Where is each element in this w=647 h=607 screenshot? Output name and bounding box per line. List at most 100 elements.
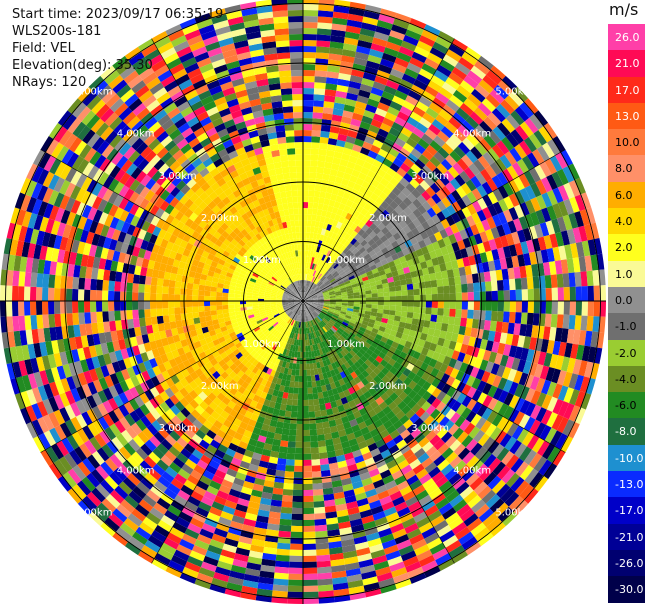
velocity-gate (427, 80, 442, 93)
velocity-gate (350, 238, 358, 246)
velocity-gate (365, 307, 372, 312)
velocity-gate (500, 99, 515, 115)
velocity-gate (186, 282, 194, 290)
velocity-gate (198, 290, 205, 296)
velocity-gate (513, 176, 525, 191)
velocity-gate (298, 381, 303, 388)
velocity-gate (292, 489, 303, 496)
velocity-gate (496, 140, 510, 155)
velocity-gate (508, 193, 520, 208)
velocity-gate (414, 158, 426, 170)
velocity-gate (570, 242, 579, 259)
velocity-gate (514, 190, 525, 205)
velocity-gate (332, 17, 348, 26)
velocity-gate (575, 301, 582, 316)
velocity-gate (228, 297, 235, 301)
velocity-gate (383, 47, 399, 58)
velocity-gate (431, 307, 438, 316)
velocity-gate (482, 329, 490, 341)
velocity-gate (90, 301, 97, 313)
velocity-gate (303, 411, 310, 418)
velocity-gate (325, 211, 332, 219)
velocity-gate (599, 285, 606, 301)
velocity-gate (326, 273, 332, 279)
velocity-gate (419, 307, 426, 314)
velocity-gate (515, 289, 522, 301)
velocity-gate (289, 561, 303, 568)
velocity-gate (432, 167, 444, 179)
velocity-gate (470, 327, 478, 338)
velocity-gate (180, 307, 187, 314)
velocity-gate (376, 19, 393, 30)
velocity-gate (459, 170, 471, 183)
velocity-gate (305, 299, 312, 301)
velocity-gate (424, 57, 440, 70)
velocity-gate (312, 251, 317, 258)
velocity-gate (412, 106, 426, 118)
velocity-gate (457, 141, 471, 155)
velocity-gate (381, 317, 389, 324)
velocity-gate (424, 280, 432, 289)
velocity-gate (447, 166, 460, 179)
velocity-gate (477, 319, 485, 330)
velocity-gate (483, 134, 497, 149)
velocity-gate (303, 70, 316, 77)
velocity-gate (307, 250, 311, 257)
velocity-gate (546, 247, 555, 263)
velocity-gate (501, 322, 509, 334)
velocity-gate (144, 284, 151, 293)
velocity-gate (369, 222, 378, 231)
velocity-gate (293, 381, 299, 388)
velocity-gate (535, 194, 547, 210)
velocity-gate (570, 343, 579, 360)
velocity-gate (329, 278, 336, 284)
velocity-gate (351, 169, 361, 178)
velocity-gate (313, 257, 317, 264)
velocity-gate (345, 269, 353, 276)
velocity-gate (572, 359, 582, 375)
velocity-gate (348, 80, 362, 90)
velocity-gate (273, 578, 289, 586)
velocity-gate (303, 573, 318, 580)
velocity-gate (437, 147, 450, 159)
velocity-gate (441, 82, 457, 95)
velocity-gate (48, 314, 56, 328)
velocity-gate (451, 201, 462, 213)
velocity-gate (339, 66, 353, 76)
velocity-gate (533, 129, 548, 146)
velocity-gate (398, 201, 408, 211)
velocity-gate (322, 306, 330, 310)
velocity-gate (382, 158, 393, 168)
velocity-gate (407, 306, 414, 313)
velocity-gate (347, 130, 358, 139)
velocity-gate (393, 315, 401, 322)
velocity-gate (557, 301, 564, 315)
velocity-gate (383, 287, 390, 293)
velocity-gate (305, 296, 312, 300)
velocity-gate (449, 94, 464, 108)
velocity-gate (385, 79, 400, 90)
velocity-gate (319, 191, 327, 199)
velocity-gate (303, 453, 312, 460)
velocity-gate (120, 301, 127, 311)
velocity-gate (309, 232, 314, 239)
velocity-gate (360, 207, 369, 217)
velocity-gate (174, 280, 182, 289)
velocity-gate (481, 181, 493, 195)
velocity-gate (487, 204, 498, 217)
velocity-gate (305, 294, 310, 299)
velocity-gate (303, 64, 316, 71)
velocity-gate (54, 274, 62, 289)
velocity-gate (524, 199, 536, 214)
velocity-gate (440, 218, 451, 229)
velocity-gate (455, 301, 462, 310)
velocity-gate (575, 241, 585, 258)
velocity-gate (372, 210, 382, 219)
velocity-gate (204, 285, 212, 292)
velocity-gate (359, 303, 366, 308)
velocity-gate (204, 290, 211, 297)
velocity-gate (509, 289, 516, 301)
velocity-gate (370, 87, 384, 97)
velocity-gate (581, 301, 588, 316)
velocity-gate (303, 369, 307, 376)
